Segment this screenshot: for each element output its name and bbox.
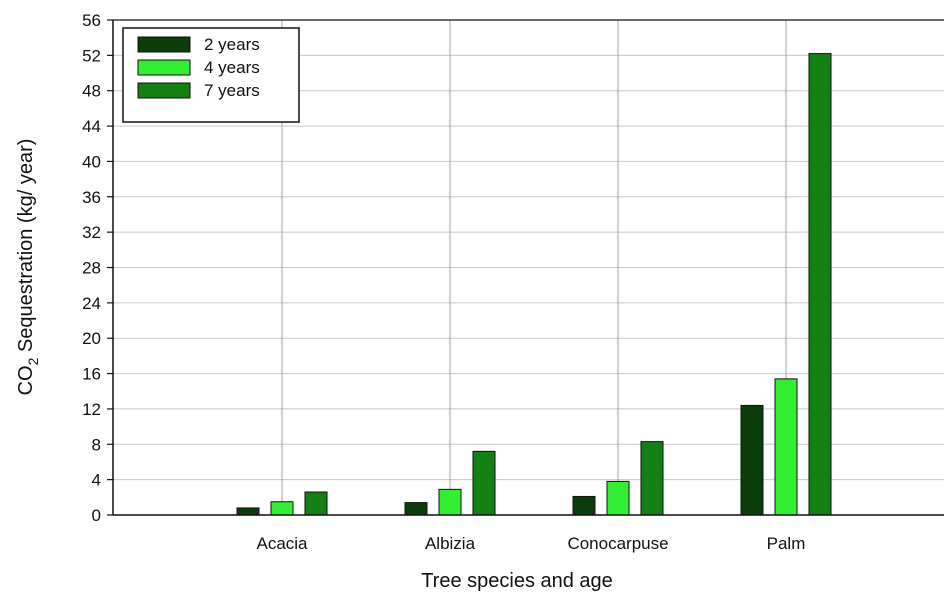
y-axis-title-suffix: Sequestration (kg/ year) xyxy=(15,139,37,358)
y-tick-label: 56 xyxy=(82,11,101,30)
legend-label-series-2: 4 years xyxy=(204,58,260,77)
bar-acacia-series-3 xyxy=(304,491,328,516)
y-tick-label: 36 xyxy=(82,188,101,207)
y-tick-label: 20 xyxy=(82,329,101,348)
y-tick-label: 28 xyxy=(82,259,101,278)
y-tick-label: 32 xyxy=(82,223,101,242)
legend-swatch-series-2 xyxy=(137,59,191,76)
bar-conocarpuse-series-1 xyxy=(572,495,596,516)
x-axis-title: Tree species and age xyxy=(421,570,613,592)
bar-albizia-series-2 xyxy=(438,488,462,516)
legend-label-series-3: 7 years xyxy=(204,81,260,100)
y-tick-label: 8 xyxy=(92,435,101,454)
bar-albizia-series-1 xyxy=(404,502,428,516)
bar-palm-series-2 xyxy=(774,378,798,516)
y-tick-label: 4 xyxy=(92,471,101,490)
bar-palm-series-1 xyxy=(740,404,764,516)
axes xyxy=(107,19,944,516)
y-tick-label: 40 xyxy=(82,152,101,171)
y-tick-label: 44 xyxy=(82,117,101,136)
y-tick-label: 12 xyxy=(82,400,101,419)
legend-swatch-series-3 xyxy=(137,82,191,99)
bar-acacia-series-1 xyxy=(236,507,260,516)
y-axis-title-prefix: CO xyxy=(15,365,37,395)
legend: 2 years 4 years 7 years xyxy=(122,27,300,123)
y-axis-title-subscript: 2 xyxy=(25,357,41,365)
legend-swatch-series-1 xyxy=(137,36,191,53)
legend-label-series-1: 2 years xyxy=(204,35,260,54)
bar-albizia-series-3 xyxy=(472,450,496,516)
bar-acacia-series-2 xyxy=(270,501,294,516)
bar-conocarpuse-series-2 xyxy=(606,480,630,516)
y-axis-title: CO2 Sequestration (kg/ year) xyxy=(15,139,41,396)
y-tick-label: 0 xyxy=(92,506,101,525)
y-tick-label: 24 xyxy=(82,294,101,313)
bar-palm-series-3 xyxy=(808,53,832,516)
bar-conocarpuse-series-3 xyxy=(640,441,664,516)
y-tick-label: 16 xyxy=(82,365,101,384)
y-tick-label: 52 xyxy=(82,46,101,65)
y-tick-label: 48 xyxy=(82,82,101,101)
x-tick-label-conocarpuse: Conocarpuse xyxy=(567,534,668,553)
bars xyxy=(236,53,832,516)
x-tick-label-albizia: Albizia xyxy=(425,534,476,553)
x-tick-label-acacia: Acacia xyxy=(256,534,308,553)
x-tick-label-palm: Palm xyxy=(767,534,806,553)
